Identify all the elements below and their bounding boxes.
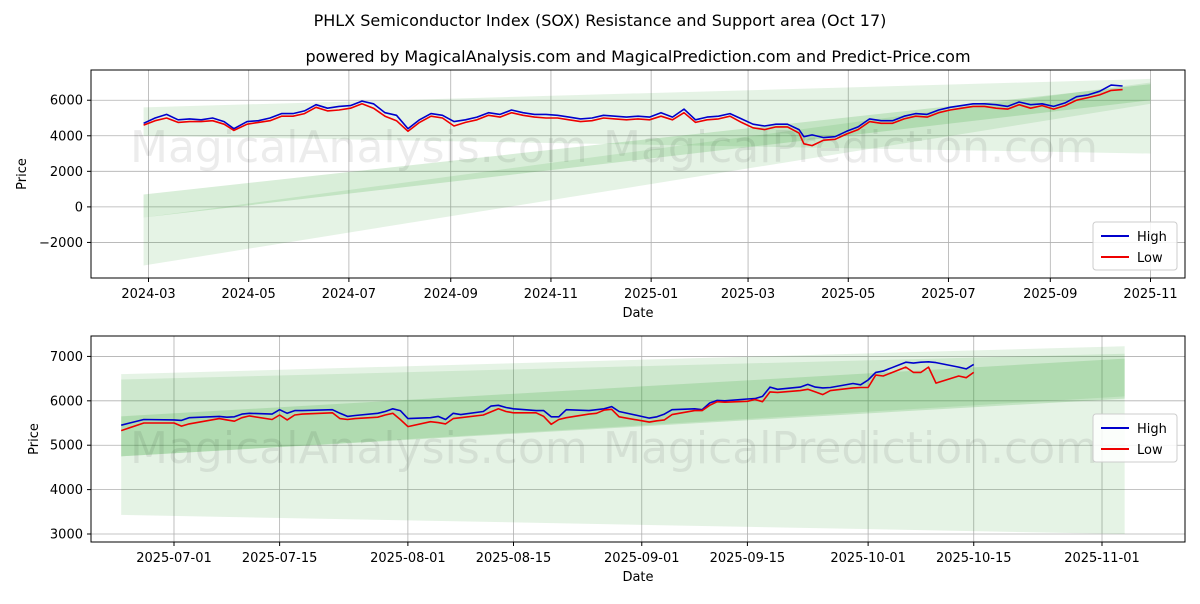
y-tick-label: 6000	[50, 394, 83, 409]
x-axis-label: Date	[622, 570, 653, 585]
x-tick-label: 2025-08-15	[476, 551, 552, 566]
x-tick-label: 2025-10-01	[830, 551, 906, 566]
x-tick-label: 2024-05	[222, 287, 276, 302]
x-tick-label: 2025-09-15	[710, 551, 786, 566]
x-tick-label: 2025-03	[721, 287, 775, 302]
y-tick-label: 4000	[50, 483, 83, 498]
y-tick-label: 4000	[50, 129, 83, 144]
x-axis-label: Date	[622, 306, 653, 321]
watermark-left: MagicalAnalysis.com	[130, 122, 588, 173]
x-tick-label: 2025-07-15	[242, 551, 318, 566]
x-tick-label: 2025-05	[821, 287, 875, 302]
watermark-right: MagicalPrediction.com	[603, 423, 1098, 474]
bottom-chart: MagicalAnalysis.com MagicalPrediction.com…	[27, 335, 1186, 585]
y-tick-label: 5000	[50, 439, 83, 454]
y-tick-label: 2000	[50, 165, 83, 180]
y-axis-label: Price	[27, 423, 42, 455]
grid	[91, 70, 1185, 278]
legend-label-high: High	[1137, 422, 1167, 437]
y-tick-label: 3000	[50, 528, 83, 543]
x-tick-label: 2024-09	[424, 287, 478, 302]
x-tick-label: 2024-03	[121, 287, 175, 302]
top-chart: MagicalAnalysis.com MagicalPrediction.com…	[15, 69, 1186, 321]
x-tick-label: 2025-11-01	[1064, 551, 1140, 566]
x-tick-label: 2025-07-01	[136, 551, 212, 566]
x-tick-label: 2025-09	[1023, 287, 1077, 302]
x-tick-label: 2025-07	[921, 287, 975, 302]
y-tick-label: 7000	[50, 350, 83, 365]
x-tick-label: 2025-09-01	[604, 551, 680, 566]
series-line-low	[120, 366, 975, 432]
series-line-low	[143, 88, 1123, 147]
grid	[91, 336, 1185, 542]
x-tick-label: 2025-01	[624, 287, 678, 302]
x-tick-label: 2024-07	[322, 287, 376, 302]
band-area	[121, 346, 1125, 535]
x-tick-label: 2025-11	[1123, 287, 1177, 302]
y-axis-label: Price	[15, 158, 30, 190]
plot-frame	[90, 335, 1186, 543]
legend-label-low: Low	[1137, 251, 1163, 266]
y-tick-label: 6000	[50, 94, 83, 109]
legend: High Low	[1092, 221, 1178, 271]
series-line-high	[121, 361, 975, 426]
legend: High Low	[1092, 413, 1178, 463]
x-tick-label: 2025-08-01	[370, 551, 446, 566]
band-area	[143, 82, 1151, 266]
watermark-left: MagicalAnalysis.com	[130, 423, 588, 474]
band-area	[121, 358, 1125, 457]
figure-subtitle: powered by MagicalAnalysis.com and Magic…	[305, 47, 970, 66]
y-tick-label: 0	[75, 200, 83, 215]
legend-label-low: Low	[1137, 443, 1163, 458]
legend-label-high: High	[1137, 230, 1167, 245]
x-tick-label: 2025-10-15	[936, 551, 1012, 566]
x-tick-label: 2024-11	[524, 287, 578, 302]
series-line-high	[143, 84, 1123, 139]
y-tick-label: −2000	[39, 236, 83, 251]
plot-frame	[90, 69, 1186, 279]
figure-title: PHLX Semiconductor Index (SOX) Resistanc…	[314, 11, 887, 30]
